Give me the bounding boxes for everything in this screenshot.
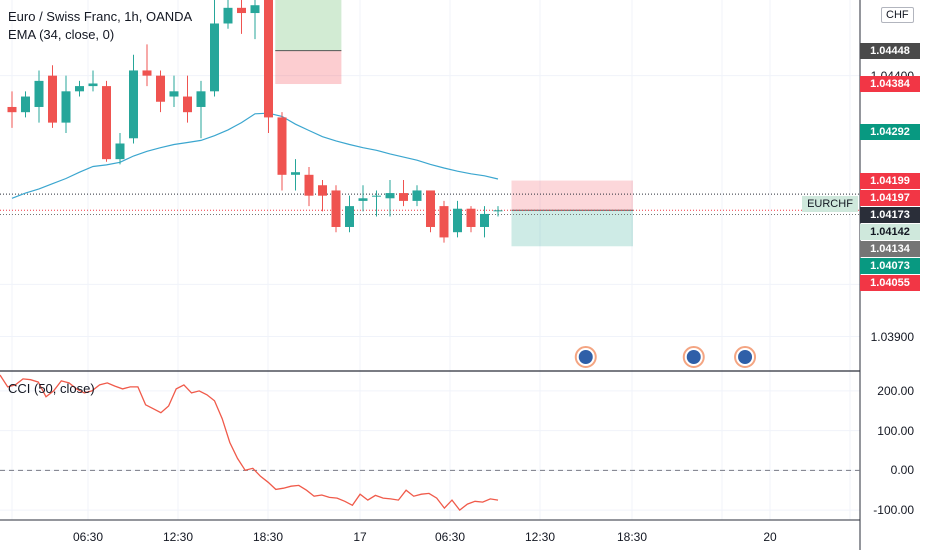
- candle-body: [304, 174, 314, 196]
- position-risk-zone: [511, 180, 633, 211]
- candle-body: [345, 206, 354, 227]
- time-tick-label: 18:30: [616, 530, 648, 544]
- candle-body: [318, 185, 327, 196]
- price-label: 1.04197: [860, 189, 920, 206]
- candle-body: [183, 96, 192, 113]
- ema-line: [11, 112, 499, 199]
- candle-body: [34, 80, 44, 107]
- candle-body: [358, 198, 368, 201]
- candle-body: [210, 23, 219, 92]
- cci-tick-label: 0.00: [890, 463, 914, 478]
- candle-body: [75, 86, 84, 92]
- candle-body: [196, 91, 206, 107]
- event-marker-inner: [686, 350, 701, 364]
- candle-body: [453, 208, 462, 233]
- event-marker-inner: [738, 350, 753, 364]
- price-label: 1.04142: [860, 223, 920, 240]
- candle-body: [277, 117, 287, 175]
- candle-body: [88, 83, 98, 87]
- price-label: 1.04173: [860, 206, 920, 223]
- candle-body: [412, 190, 422, 201]
- time-tick-label: 12:30: [524, 530, 556, 544]
- candle-body: [439, 206, 449, 238]
- candle-body: [466, 208, 476, 227]
- time-tick-label: 18:30: [252, 530, 284, 544]
- candle-body: [493, 210, 503, 212]
- candle-body: [223, 7, 233, 24]
- candle-body: [250, 5, 260, 14]
- candle-body: [264, 0, 273, 118]
- position-risk-zone: [275, 0, 342, 51]
- time-tick-label: 12:30: [162, 530, 194, 544]
- time-tick-label: 06:30: [72, 530, 104, 544]
- candle-body: [331, 190, 341, 227]
- candle-body: [156, 75, 165, 102]
- cci-legend: CCI (50, close): [8, 381, 95, 396]
- ema-legend: EMA (34, close, 0): [8, 27, 115, 42]
- candle-body: [480, 213, 489, 227]
- price-label: 1.04073: [860, 257, 920, 274]
- candle-body: [21, 96, 30, 113]
- price-label: 1.04199: [860, 172, 920, 189]
- price-tick-label: 1.03900: [870, 329, 914, 344]
- event-markers: [574, 346, 757, 368]
- candle-body: [291, 172, 300, 175]
- candle-body: [7, 106, 17, 113]
- candle-body: [169, 91, 179, 97]
- price-label: 1.04134: [860, 240, 920, 257]
- candle-body: [237, 7, 246, 14]
- currency-tag[interactable]: CHF: [881, 7, 914, 23]
- cci-tick-label: 100.00: [877, 423, 914, 438]
- chart-title: Euro / Swiss Franc, 1h, OANDA: [8, 9, 193, 24]
- event-marker-inner: [578, 350, 593, 364]
- price-label: 1.04384: [860, 76, 920, 92]
- candle-body: [399, 193, 408, 201]
- time-tick-label: 17: [353, 530, 367, 544]
- candle-body: [129, 70, 138, 139]
- cci-line: [0, 374, 499, 512]
- candle-body: [426, 190, 435, 227]
- position-reward-zone: [275, 50, 342, 85]
- candles: [7, 0, 503, 243]
- cci-tick-label: -100.00: [873, 503, 914, 518]
- candle-body: [385, 193, 395, 199]
- price-label: 1.04448: [860, 42, 920, 59]
- cci-tick-label: 200.00: [877, 383, 914, 398]
- candle-body: [115, 143, 125, 160]
- candle-body: [142, 70, 152, 76]
- position-boxes: [275, 0, 633, 247]
- time-tick-label: 20: [763, 530, 777, 544]
- time-tick-label: 06:30: [434, 530, 466, 544]
- symbol-tag: EURCHF: [802, 196, 858, 212]
- candle-body: [48, 75, 57, 123]
- candle-body: [102, 86, 111, 160]
- position-reward-zone: [511, 210, 633, 247]
- candle-body: [372, 195, 381, 197]
- candle-body: [61, 91, 71, 123]
- price-label: 1.04292: [860, 124, 920, 140]
- price-label: 1.04055: [860, 274, 920, 291]
